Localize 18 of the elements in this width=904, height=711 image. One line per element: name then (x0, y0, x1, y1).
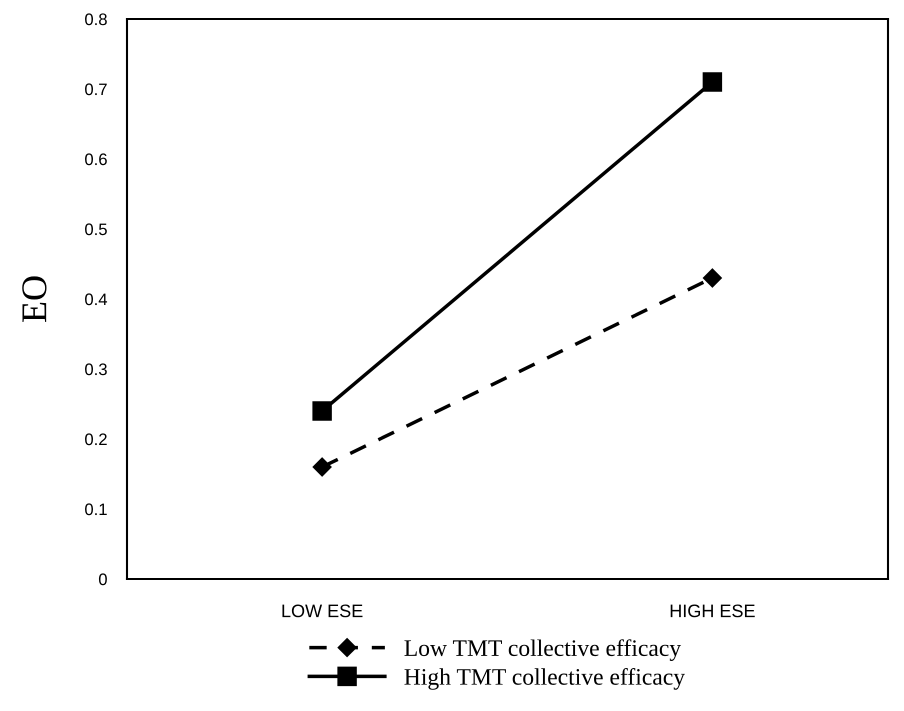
x-tick-label: HIGH ESE (670, 604, 755, 618)
point (312, 401, 332, 421)
y-tick-label: 0.4 (85, 293, 108, 306)
point (312, 457, 332, 477)
legend-label: High TMT collective efficacy (404, 668, 685, 690)
point (702, 268, 722, 288)
y-tick-label: 0.7 (85, 83, 107, 96)
y-tick-label: 0.8 (85, 13, 107, 26)
y-tick-label: 0.1 (85, 503, 107, 516)
y-tick-label: 0.6 (85, 153, 107, 166)
legend-label: Low TMT collective efficacy (404, 639, 682, 661)
y-tick-label: 0 (98, 573, 107, 586)
y-tick-label: 0.3 (85, 363, 107, 376)
x-tick-label: LOW ESE (282, 604, 362, 618)
point (702, 72, 722, 92)
y-axis-title: EO (22, 276, 46, 322)
y-tick-label: 0.5 (85, 223, 107, 236)
y-tick-label: 0.2 (85, 433, 107, 446)
